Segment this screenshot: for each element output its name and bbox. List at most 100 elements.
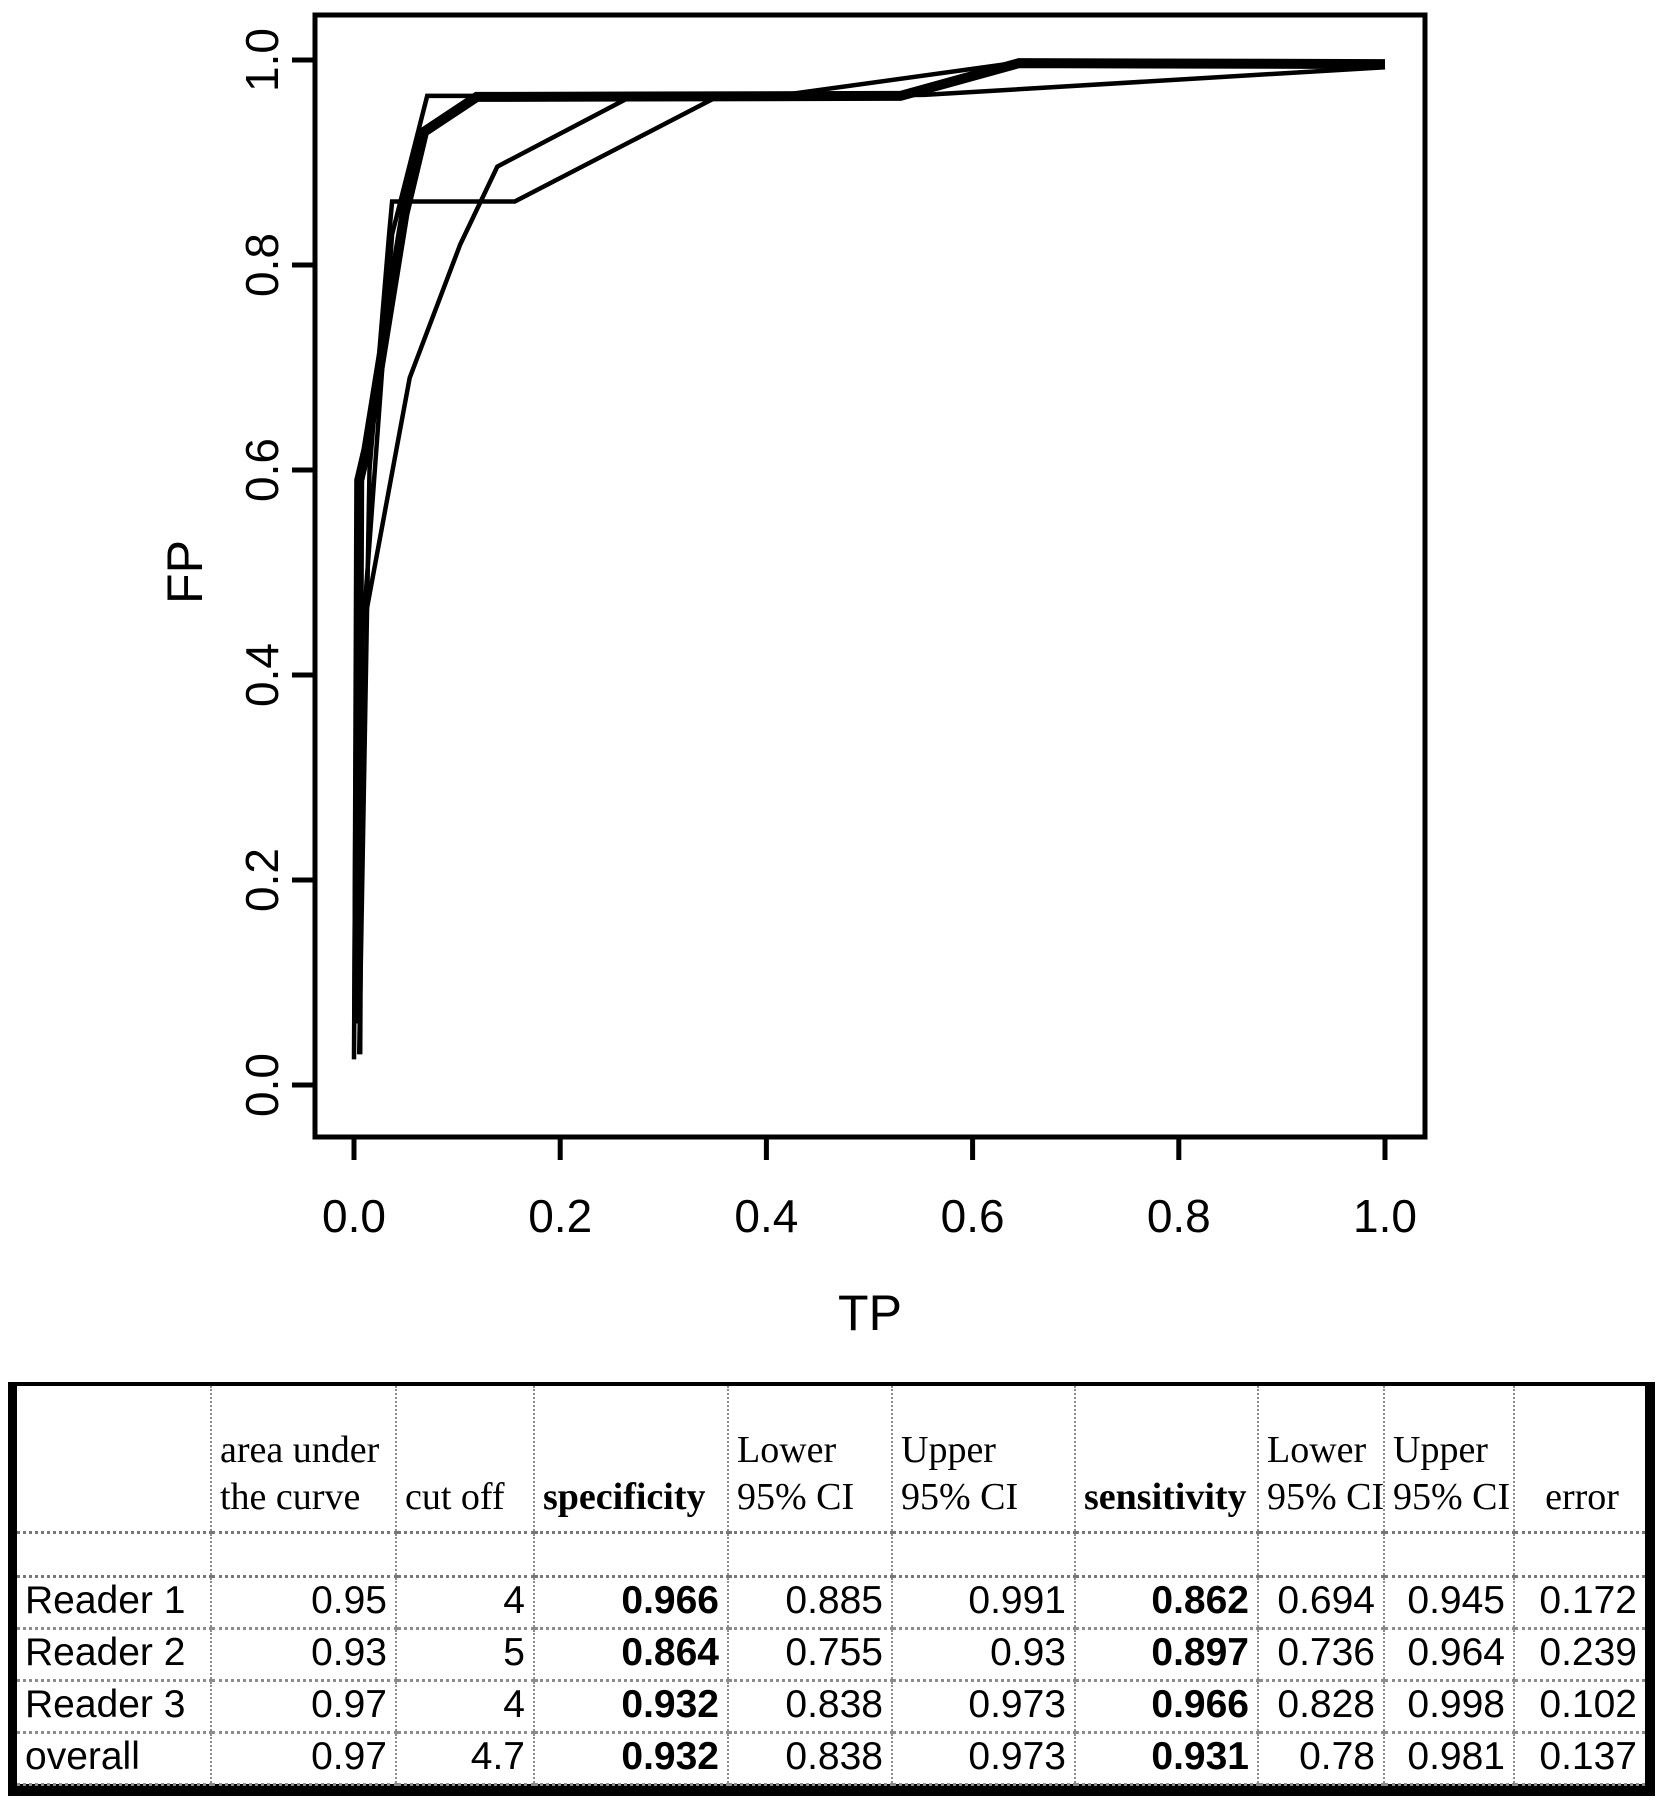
table-cell: 5 (396, 1628, 535, 1682)
column-header-4: Lower 95% CI (728, 1386, 893, 1534)
table-cell: 0.964 (1384, 1628, 1515, 1682)
spacer-cell (892, 1532, 1076, 1578)
y-tick-label: 0.0 (236, 1053, 288, 1117)
x-axis-title: TP (838, 1285, 902, 1341)
x-tick-label: 0.6 (941, 1190, 1005, 1242)
column-header-line: area under (220, 1428, 380, 1471)
column-header-line: Upper (1393, 1428, 1488, 1471)
table-cell: 0.991 (892, 1576, 1076, 1630)
table-cell: 0.838 (728, 1732, 893, 1786)
table-cell: 0.172 (1514, 1576, 1645, 1630)
table-row-1: Reader 2 0.93 5 0.864 0.755 0.93 0.897 0.736 0.9… (17, 1628, 1645, 1682)
x-tick-label: 0.0 (322, 1190, 386, 1242)
column-header-1: area under the curve (211, 1386, 397, 1534)
roc-curve-overall (352, 58, 1386, 1024)
column-header-line: Upper (901, 1428, 996, 1471)
column-header-line: sensitivity (1084, 1475, 1247, 1518)
spacer-cell (1384, 1532, 1515, 1578)
spacer-cell (17, 1532, 212, 1578)
table-row-2: Reader 3 0.97 4 0.932 0.838 0.973 0.966 0.828 0.… (17, 1680, 1645, 1734)
table-cell: 0.998 (1384, 1680, 1515, 1734)
table-header-row: area under the curve cut off specificity Low… (17, 1386, 1645, 1534)
x-tick-label: 1.0 (1353, 1190, 1417, 1242)
column-header-5: Upper 95% CI (892, 1386, 1076, 1534)
spacer-cell (534, 1532, 729, 1578)
table-row-0: Reader 1 0.95 4 0.966 0.885 0.991 0.862 0.694 0.… (17, 1576, 1645, 1630)
x-tick-label: 0.2 (528, 1190, 592, 1242)
y-tick-label: 0.6 (236, 438, 288, 502)
column-header-3: specificity (534, 1386, 729, 1534)
table-cell: 0.736 (1258, 1628, 1385, 1682)
table-cell: 0.95 (211, 1576, 397, 1630)
column-header-line: the curve (220, 1475, 361, 1518)
table-cell: 0.932 (534, 1732, 729, 1786)
plot-area (312, 12, 1428, 1140)
row-label: Reader 2 (17, 1628, 212, 1682)
y-tick-label: 0.8 (236, 233, 288, 297)
column-header-line: 95% CI (1267, 1475, 1384, 1518)
spacer-cell (211, 1532, 397, 1578)
table-cell: 0.137 (1514, 1732, 1645, 1786)
table-cell: 0.755 (728, 1628, 893, 1682)
table-cell: 0.864 (534, 1628, 729, 1682)
spacer-cell (396, 1532, 535, 1578)
table-cell: 0.973 (892, 1680, 1076, 1734)
table-row-3: overall 0.97 4.7 0.932 0.838 0.973 0.931 0.78 0.… (17, 1732, 1645, 1786)
x-tick-label: 0.8 (1147, 1190, 1211, 1242)
spacer-cell (728, 1532, 893, 1578)
table-cell: 0.897 (1075, 1628, 1259, 1682)
y-tick-label: 0.2 (236, 848, 288, 912)
column-header-0 (17, 1386, 212, 1534)
column-header-7: Lower 95% CI (1258, 1386, 1385, 1534)
table-cell: 0.838 (728, 1680, 893, 1734)
table-cell: 0.828 (1258, 1680, 1385, 1734)
column-header-line: cut off (405, 1475, 505, 1518)
spacer-cell (1258, 1532, 1385, 1578)
table-body: Reader 1 0.95 4 0.966 0.885 0.991 0.862 0.694 0.… (17, 1576, 1645, 1786)
spacer-row (17, 1532, 1645, 1578)
table-cell: 4 (396, 1576, 535, 1630)
table-cell: 0.973 (892, 1732, 1076, 1786)
column-header-line: specificity (543, 1475, 706, 1518)
y-tick-label: 0.4 (236, 643, 288, 707)
table-cell: 0.97 (211, 1680, 397, 1734)
column-header-6: sensitivity (1075, 1386, 1259, 1534)
table-cell: 0.931 (1075, 1732, 1259, 1786)
column-header-line: Lower (1267, 1428, 1367, 1471)
spacer-cell (1514, 1532, 1645, 1578)
spacer-cell (1075, 1532, 1259, 1578)
y-axis-title: FP (157, 540, 213, 604)
table-cell: 0.93 (211, 1628, 397, 1682)
table-cell: 0.966 (534, 1576, 729, 1630)
table-cell: 0.981 (1384, 1732, 1515, 1786)
results-table-grid: area under the curve cut off specificity Low… (17, 1386, 1645, 1786)
column-header-line: 95% CI (737, 1475, 855, 1518)
table-cell: 0.97 (211, 1732, 397, 1786)
x-tick-label: 0.4 (734, 1190, 798, 1242)
column-header-line: 95% CI (1393, 1475, 1511, 1518)
table-cell: 4.7 (396, 1732, 535, 1786)
row-label: overall (17, 1732, 212, 1786)
roc-chart: 0.0 0.2 0.4 0.6 0.8 1.0 0.0 0.2 0.4 0.6 0.8 1.0 TP FP (157, 12, 1428, 1341)
table-cell: 0.945 (1384, 1576, 1515, 1630)
column-header-2: cut off (396, 1386, 535, 1534)
table-cell: 0.78 (1258, 1732, 1385, 1786)
row-label: Reader 1 (17, 1576, 212, 1630)
table-cell: 0.932 (534, 1680, 729, 1734)
table-cell: 4 (396, 1680, 535, 1734)
table-header: area under the curve cut off specificity Low… (17, 1386, 1645, 1578)
results-table: area under the curve cut off specificity Low… (8, 1382, 1655, 1796)
column-header-line: error (1545, 1475, 1619, 1518)
table-cell: 0.862 (1075, 1576, 1259, 1630)
table-cell: 0.93 (892, 1628, 1076, 1682)
column-header-9: error (1514, 1386, 1645, 1534)
table-cell: 0.966 (1075, 1680, 1259, 1734)
table-cell: 0.885 (728, 1576, 893, 1630)
y-tick-label: 1.0 (236, 28, 288, 92)
row-label: Reader 3 (17, 1680, 212, 1734)
table-cell: 0.694 (1258, 1576, 1385, 1630)
table-cell: 0.102 (1514, 1680, 1645, 1734)
column-header-8: Upper 95% CI (1384, 1386, 1515, 1534)
column-header-line: Lower (737, 1428, 837, 1471)
